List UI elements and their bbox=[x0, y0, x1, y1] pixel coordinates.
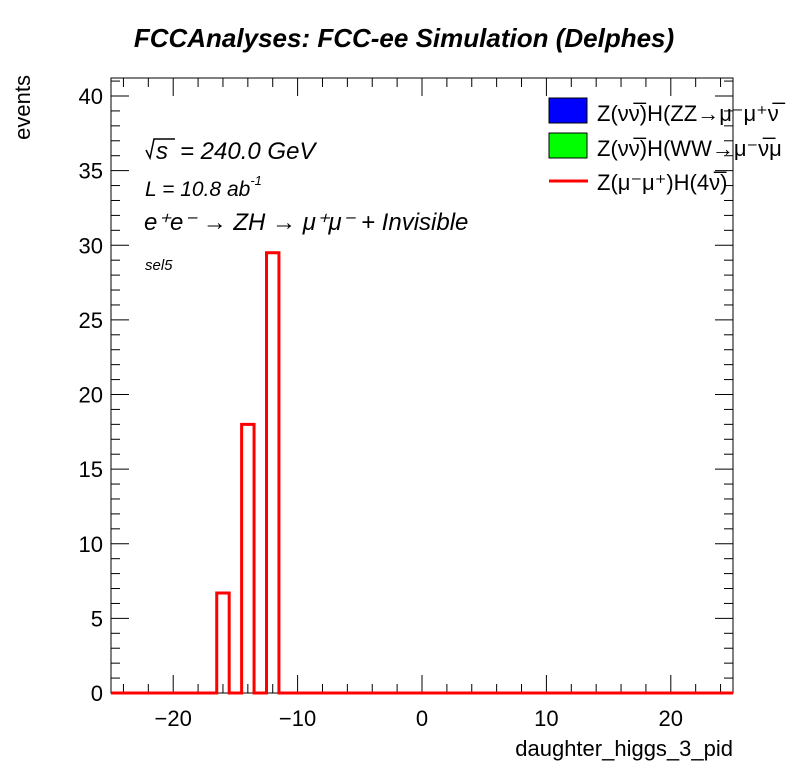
x-tick-label: −20 bbox=[155, 706, 192, 731]
legend-label: Z(νν̅)H(WW→μ⁻ν̅μ bbox=[597, 136, 782, 161]
legend-entry: Z(νν̅)H(WW→μ⁻ν̅μ bbox=[548, 132, 782, 161]
legend-label-tail: →μ⁻ν̅μ bbox=[712, 136, 782, 161]
luminosity-annotation: L = 10.8 ab-1 bbox=[145, 173, 262, 201]
y-tick-label: 15 bbox=[79, 457, 103, 482]
histogram-bar bbox=[242, 424, 254, 693]
sqrt-s-annotation: s = 240.0 GeV bbox=[145, 138, 317, 165]
legend-label-main: Z(νν̅)H(ZZ bbox=[597, 101, 697, 126]
sqrt-s-value: = 240.0 GeV bbox=[180, 138, 317, 165]
legend-label-main: Z(μ⁻μ⁺)H(4ν̅) bbox=[597, 170, 727, 195]
x-tick-label: 20 bbox=[659, 706, 683, 731]
axis-ticks bbox=[111, 78, 733, 694]
annotations: s = 240.0 GeV L = 10.8 ab-1 e⁺e⁻ → ZH → … bbox=[144, 138, 468, 274]
x-tick-label: 10 bbox=[534, 706, 558, 731]
legend-label-tail: →μ⁻μ⁺ν̅ bbox=[697, 101, 786, 126]
legend-label: Z(νν̅)H(ZZ→μ⁻μ⁺ν̅ bbox=[597, 101, 786, 126]
histogram-bars bbox=[111, 251, 733, 695]
lumi-exponent: -1 bbox=[250, 173, 262, 188]
legend-swatch bbox=[548, 97, 588, 124]
y-tick-label: 40 bbox=[79, 84, 103, 109]
legend-swatch bbox=[548, 132, 588, 159]
series-outline bbox=[111, 251, 733, 695]
legend: Z(νν̅)H(ZZ→μ⁻μ⁺ν̅ Z(νν̅)H(WW→μ⁻ν̅μ Z(μ⁻μ⁺)… bbox=[548, 97, 786, 195]
y-tick-label: 30 bbox=[79, 233, 103, 258]
y-tick-label: 0 bbox=[91, 681, 103, 706]
y-tick-label: 25 bbox=[79, 308, 103, 333]
legend-label-main: Z(νν̅)H(WW bbox=[597, 136, 712, 161]
sqrt-icon bbox=[145, 138, 175, 161]
sqrt-s-symbol: s bbox=[156, 138, 168, 165]
legend-entry: Z(μ⁻μ⁺)H(4ν̅) bbox=[549, 170, 727, 195]
x-axis-label: daughter_higgs_3_pid bbox=[515, 736, 733, 761]
legend-label: Z(μ⁻μ⁺)H(4ν̅) bbox=[597, 170, 727, 195]
tick-labels: −20 −10 0 10 20 0 5 10 15 20 25 30 35 40 bbox=[79, 84, 684, 731]
legend-entry: Z(νν̅)H(ZZ→μ⁻μ⁺ν̅ bbox=[548, 97, 786, 126]
histogram-bar bbox=[267, 253, 279, 693]
y-tick-label: 20 bbox=[79, 383, 103, 408]
y-tick-label: 35 bbox=[79, 159, 103, 184]
x-tick-label: −10 bbox=[279, 706, 316, 731]
y-axis-label: events bbox=[10, 75, 35, 140]
lumi-prefix: L = 10.8 ab bbox=[145, 178, 251, 201]
lumi-text: L = 10.8 ab-1 bbox=[145, 173, 262, 201]
chart-title: FCCAnalyses: FCC-ee Simulation (Delphes) bbox=[134, 23, 674, 53]
selection-annotation: sel5 bbox=[145, 257, 173, 274]
y-tick-label: 10 bbox=[79, 532, 103, 557]
histogram-bar bbox=[217, 593, 229, 693]
process-annotation: e⁺e⁻ → ZH → μ⁺μ⁻ + Invisible bbox=[144, 209, 468, 236]
y-tick-label: 5 bbox=[91, 606, 103, 631]
x-tick-label: 0 bbox=[416, 706, 428, 731]
